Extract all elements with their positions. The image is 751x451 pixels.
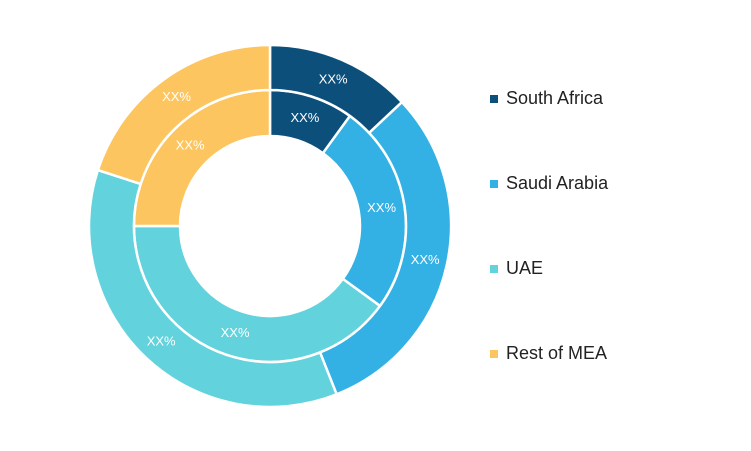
legend-label-rest-of-mea: Rest of MEA xyxy=(506,343,608,363)
legend-label-uae: UAE xyxy=(506,258,544,278)
outer-slice-uae xyxy=(87,168,339,409)
legend-item-saudi-arabia: Saudi Arabia xyxy=(490,173,608,194)
legend-label-saudi-arabia: Saudi Arabia xyxy=(506,173,609,193)
outer-slice-rest-of-mea xyxy=(96,43,272,186)
inner-slice-label-rest-of-mea: XX% xyxy=(176,138,205,153)
legend-item-south-africa: South Africa xyxy=(490,88,603,109)
legend-swatch-rest-of-mea xyxy=(490,349,498,358)
legend-label-south-africa: South Africa xyxy=(506,88,604,108)
inner-slice-label-uae: XX% xyxy=(221,325,250,340)
outer-slice-label-uae: XX% xyxy=(147,333,176,348)
legend-item-uae: UAE xyxy=(490,258,543,279)
outer-slice-label-saudi-arabia: XX% xyxy=(411,252,440,267)
outer-slice-label-rest-of-mea: XX% xyxy=(162,89,191,104)
outer-slice-label-south-africa: XX% xyxy=(319,72,348,87)
legend-swatch-saudi-arabia xyxy=(490,179,498,188)
legend-item-rest-of-mea: Rest of MEA xyxy=(490,343,607,364)
legend-swatch-south-africa xyxy=(490,94,498,103)
legend-swatch-uae xyxy=(490,264,498,273)
inner-slice-label-saudi-arabia: XX% xyxy=(367,200,396,215)
inner-slice-label-south-africa: XX% xyxy=(290,110,319,125)
